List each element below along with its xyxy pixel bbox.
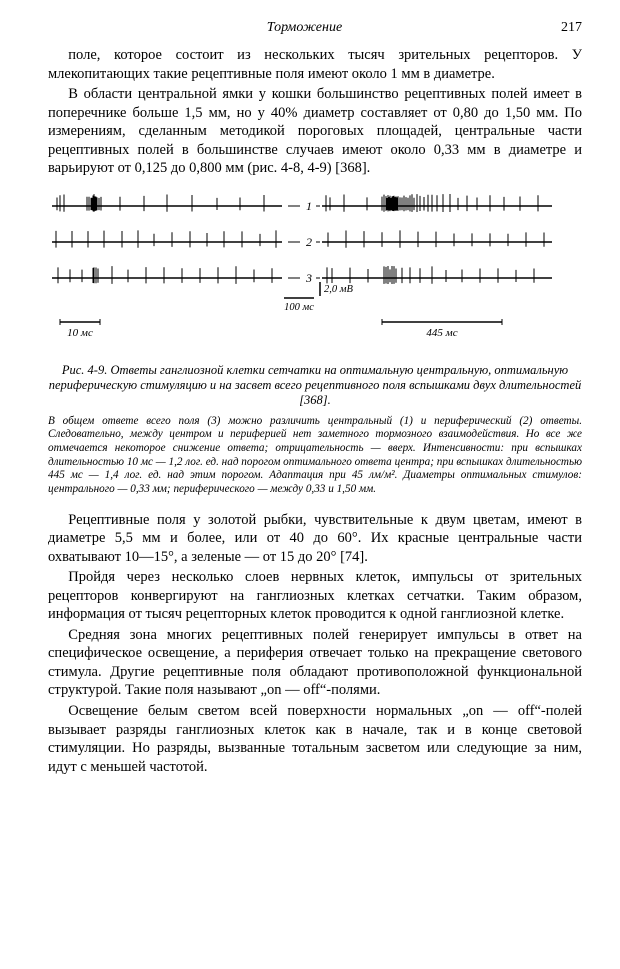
paragraph-1: поле, которое состоит из нескольких тыся… [48,46,582,83]
page-number: 217 [561,20,582,36]
paragraph-2: В области центральной ямки у кошки больш… [48,85,582,178]
svg-text:100 мс: 100 мс [284,302,314,313]
svg-text:2: 2 [306,235,312,249]
paragraph-4: Пройдя через несколько слоев нервных кле… [48,568,582,624]
paragraph-3: Рецептивные поля у золотой рыбки, чувств… [48,511,582,567]
svg-text:10 мс: 10 мс [67,327,93,339]
running-title: Торможение [48,20,561,36]
svg-text:445 мс: 445 мс [426,327,457,339]
svg-text:1: 1 [306,199,312,213]
svg-text:3: 3 [305,271,312,285]
figure-caption: Рис. 4-9. Ответы ганглиозной клетки сетч… [48,363,582,409]
paragraph-6: Освещение белым светом всей поверхности … [48,702,582,776]
svg-text:2,0 мВ: 2,0 мВ [324,284,353,295]
running-header: Торможение 217 [48,20,582,36]
paragraph-5: Средняя зона многих рецептивных полей ге… [48,626,582,700]
figure-legend: В общем ответе всего поля (3) можно разл… [48,415,582,497]
figure-4-9: 1 2 3 2,0 мВ 100 мс 10 мс 445 мс Рис. 4-9. Отв… [48,190,582,497]
spike-traces-svg: 1 2 3 2,0 мВ 100 мс 10 мс 445 мс [48,190,582,350]
